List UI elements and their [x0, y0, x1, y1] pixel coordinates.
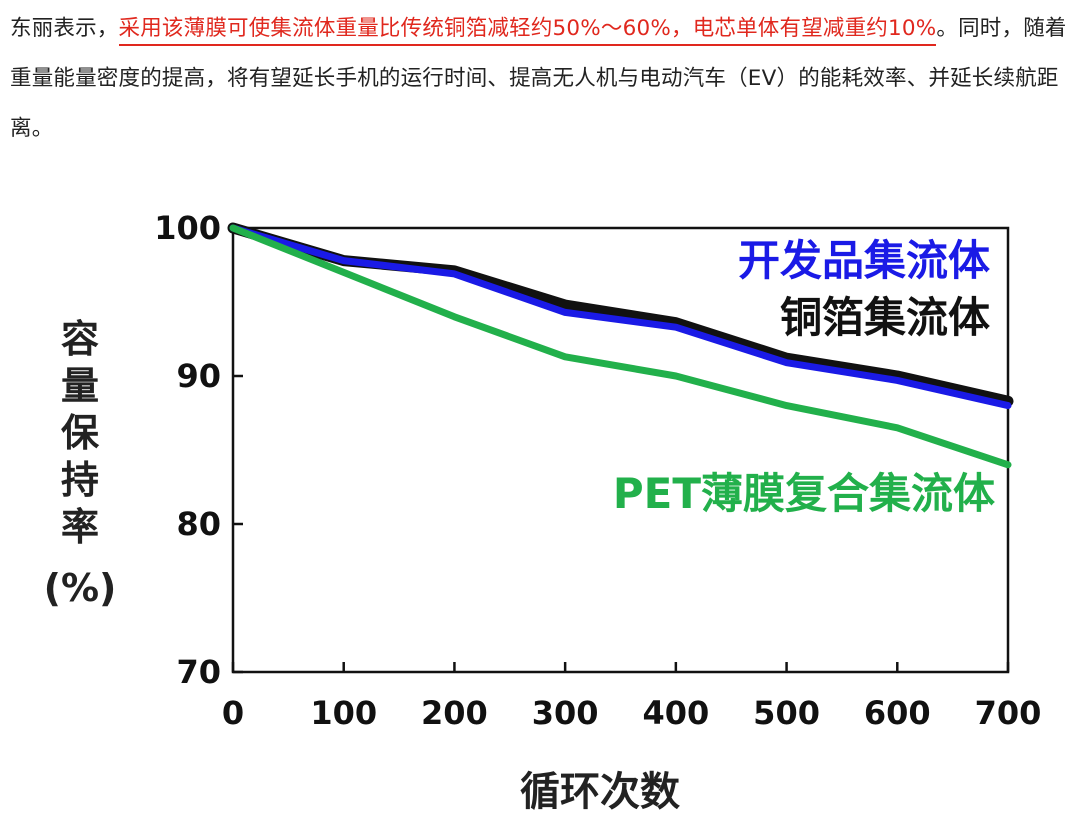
- article-text-after: 。同时，随着重量能量密度的提高，将有望延长手机的运行时间、提高无人机与电动汽车（…: [10, 16, 1067, 141]
- legend-label: 铜箔集流体: [780, 293, 990, 342]
- y-axis-label-char: 量: [61, 364, 99, 408]
- y-axis-label-char: 保: [61, 411, 100, 455]
- article-text: 东丽表示，采用该薄膜可使集流体重量比传统铜箔减轻约50%～60%，电芯单体有望减…: [10, 4, 1070, 154]
- x-tick-label: 300: [532, 694, 599, 732]
- article-highlight: 采用该薄膜可使集流体重量比传统铜箔减轻约50%～60%，电芯单体有望减重约10%: [118, 16, 937, 46]
- x-tick-label: 200: [421, 694, 488, 732]
- legend-label-part: 开发品集流体: [738, 236, 990, 285]
- y-axis-label-char: 持: [61, 458, 99, 502]
- series-line: [229, 224, 1012, 410]
- legend-label: 开发品集流体: [738, 236, 990, 285]
- x-axis-label: 循环次数: [520, 769, 680, 815]
- y-tick-label: 80: [176, 505, 221, 543]
- plot-area-frame: [231, 226, 1010, 674]
- x-tick-label: 600: [864, 694, 931, 732]
- y-axis-label-char: 容: [61, 317, 99, 361]
- y-tick-label: 70: [176, 653, 221, 691]
- x-tick-label: 100: [310, 694, 377, 732]
- legend-label: PET薄膜复合集流体: [613, 469, 995, 518]
- y-axis-label-char: 率: [61, 505, 99, 549]
- x-tick-label: 400: [642, 694, 709, 732]
- article-paragraph: 东丽表示，采用该薄膜可使集流体重量比传统铜箔减轻约50%～60%，电芯单体有望减…: [10, 4, 1070, 154]
- x-tick-label: 700: [975, 694, 1042, 732]
- y-axis-label-char: (%): [44, 566, 117, 610]
- x-tick-label: 0: [222, 694, 244, 732]
- legend-label-part: PET薄膜复合集流体: [613, 469, 995, 518]
- article-text-before: 东丽表示，: [10, 16, 119, 41]
- y-tick-label: 100: [154, 209, 221, 247]
- series-line: [229, 224, 1012, 469]
- y-tick-label: 90: [176, 357, 221, 395]
- legend-label-part: 铜箔集流体: [780, 293, 990, 342]
- x-tick-label: 500: [753, 694, 820, 732]
